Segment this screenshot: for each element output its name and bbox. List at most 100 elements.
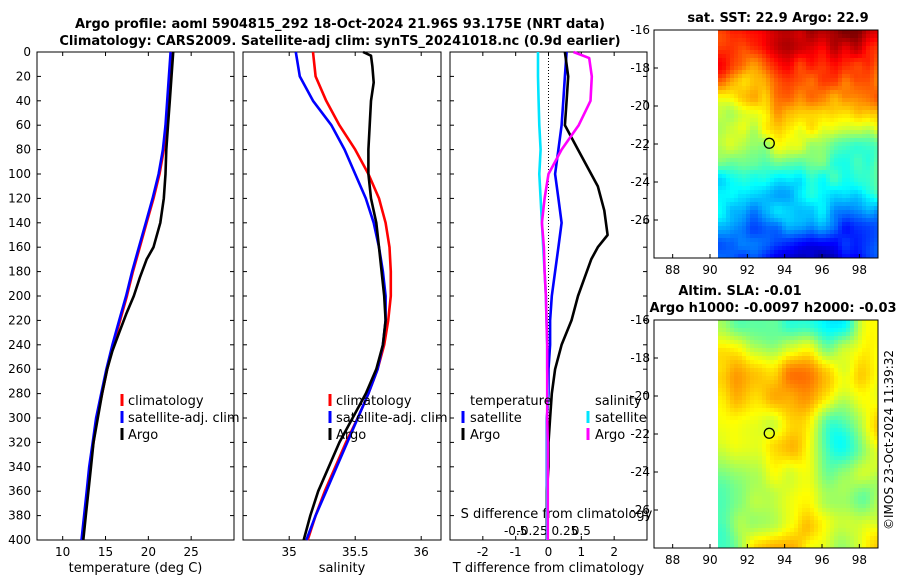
heatmap-cell	[786, 448, 791, 453]
heatmap-cell	[850, 532, 855, 537]
heatmap-cell	[778, 436, 783, 441]
heatmap-cell	[818, 54, 823, 59]
heatmap-cell	[846, 484, 851, 489]
heatmap-cell	[822, 86, 827, 91]
heatmap-cell	[834, 376, 839, 381]
heatmap-cell	[826, 46, 831, 51]
heatmap-cell	[750, 106, 755, 111]
heatmap-cell	[846, 162, 851, 167]
heatmap-cell	[786, 428, 791, 433]
x-tick-label: -2	[477, 545, 489, 559]
heatmap-cell	[802, 30, 807, 35]
heatmap-cell	[846, 392, 851, 397]
heatmap-cell	[774, 340, 779, 345]
heatmap-cell	[794, 472, 799, 477]
heatmap-cell	[862, 90, 867, 95]
heatmap-cell	[826, 488, 831, 493]
heatmap-cell	[818, 206, 823, 211]
heatmap-cell	[718, 154, 723, 159]
heatmap-cell	[726, 242, 731, 247]
heatmap-cell	[762, 86, 767, 91]
heatmap-cell	[750, 332, 755, 337]
heatmap-cell	[838, 98, 843, 103]
heatmap-cell	[850, 122, 855, 127]
heatmap-cell	[822, 158, 827, 163]
heatmap-cell	[850, 544, 855, 548]
heatmap-cell	[818, 488, 823, 493]
heatmap-cell	[854, 376, 859, 381]
heatmap-cell	[762, 400, 767, 405]
heatmap-cell	[794, 380, 799, 385]
heatmap-cell	[786, 372, 791, 377]
heatmap-cell	[834, 234, 839, 239]
heatmap-cell	[742, 444, 747, 449]
heatmap-cell	[730, 126, 735, 131]
heatmap-cell	[758, 34, 763, 39]
heatmap-cell	[834, 90, 839, 95]
heatmap-cell	[814, 82, 819, 87]
heatmap-cell	[758, 62, 763, 67]
heatmap-cell	[726, 166, 731, 171]
heatmap-cell	[838, 30, 843, 35]
heatmap-cell	[746, 162, 751, 167]
heatmap-cell	[774, 74, 779, 79]
heatmap-cell	[738, 250, 743, 255]
heatmap-cell	[814, 352, 819, 357]
heatmap-cell	[798, 222, 803, 227]
heatmap-cell	[786, 254, 791, 258]
heatmap-cell	[842, 214, 847, 219]
heatmap-cell	[730, 98, 735, 103]
heatmap-cell	[874, 242, 878, 247]
heatmap-cell	[850, 448, 855, 453]
heatmap-cell	[802, 484, 807, 489]
heatmap-cell	[770, 74, 775, 79]
x-axis-label: salinity	[319, 561, 366, 576]
heatmap-cell	[794, 428, 799, 433]
heatmap-cell	[874, 332, 878, 337]
heatmap-cell	[762, 348, 767, 353]
heatmap-cell	[838, 320, 843, 325]
heatmap-cell	[758, 340, 763, 345]
heatmap-cell	[774, 174, 779, 179]
heatmap-cell	[802, 166, 807, 171]
heatmap-cell	[814, 42, 819, 47]
heatmap-cell	[814, 254, 819, 258]
heatmap-cell	[794, 412, 799, 417]
heatmap-cell	[730, 332, 735, 337]
heatmap-cell	[794, 508, 799, 513]
heatmap-cell	[746, 146, 751, 151]
heatmap-cell	[798, 66, 803, 71]
heatmap-cell	[846, 114, 851, 119]
heatmap-cell	[718, 226, 723, 231]
heatmap-cell	[790, 344, 795, 349]
heatmap-cell	[770, 524, 775, 529]
heatmap-cell	[822, 162, 827, 167]
heatmap-cell	[774, 448, 779, 453]
heatmap-cell	[866, 368, 871, 373]
heatmap-cell	[774, 376, 779, 381]
heatmap-cell	[794, 520, 799, 525]
heatmap-cell	[790, 352, 795, 357]
heatmap-cell	[750, 134, 755, 139]
heatmap-cell	[746, 452, 751, 457]
heatmap-cell	[762, 392, 767, 397]
heatmap-cell	[858, 250, 863, 255]
heatmap-cell	[866, 238, 871, 243]
heatmap-cell	[862, 376, 867, 381]
heatmap-cell	[770, 210, 775, 215]
heatmap-cell	[850, 182, 855, 187]
heatmap-cell	[738, 194, 743, 199]
heatmap-cell	[822, 198, 827, 203]
heatmap-cell	[742, 380, 747, 385]
heatmap-cell	[858, 222, 863, 227]
heatmap-cell	[830, 94, 835, 99]
heatmap-cell	[826, 142, 831, 147]
heatmap-cell	[778, 516, 783, 521]
heatmap-cell	[802, 440, 807, 445]
heatmap-cell	[810, 242, 815, 247]
heatmap-cell	[766, 78, 771, 83]
heatmap-cell	[726, 360, 731, 365]
x-tick-label: 20	[141, 545, 156, 559]
heatmap-cell	[766, 544, 771, 548]
heatmap-cell	[850, 384, 855, 389]
